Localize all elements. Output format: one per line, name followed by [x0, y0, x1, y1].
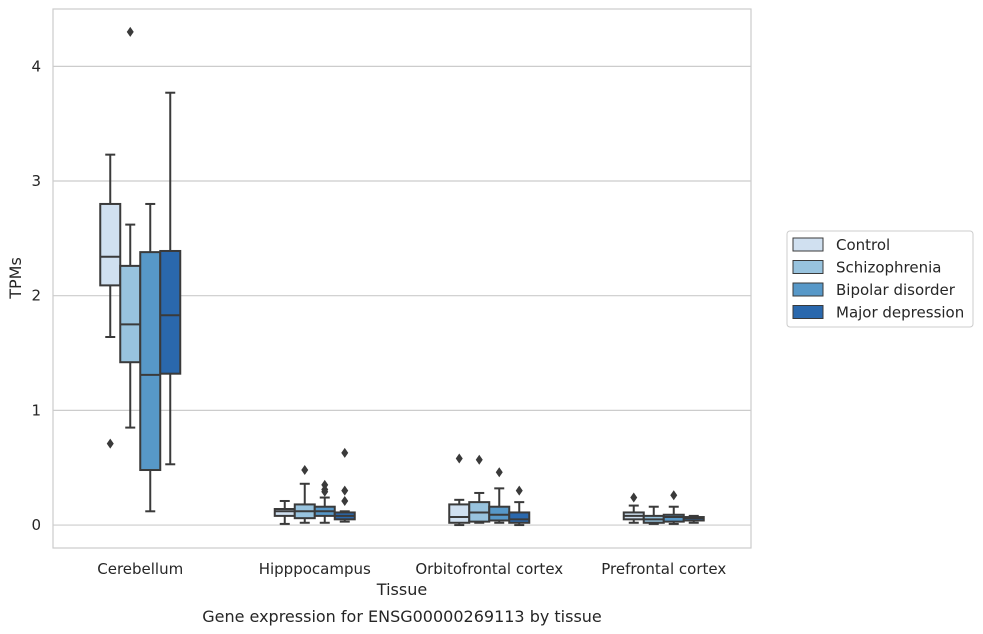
y-tick-label: 3 [31, 172, 41, 190]
outlier-point [455, 453, 463, 464]
plot-area-frame [52, 8, 752, 549]
box-iqr [139, 251, 162, 472]
outlier-point [475, 454, 483, 465]
box-group [622, 492, 645, 524]
x-tick-label: Hipppocampus [259, 560, 371, 578]
outlier-point [321, 479, 329, 490]
outlier-point [126, 26, 134, 37]
outlier-point [515, 485, 523, 496]
box-group [99, 153, 122, 449]
legend-label: Major depression [836, 304, 964, 322]
box-group [488, 467, 511, 524]
box-group [682, 514, 705, 524]
x-axis-ticks: Cerebellum Hipppocampus Orbitofrontal cort… [97, 560, 726, 578]
outlier-point [301, 465, 309, 476]
legend: Control Schizophrenia Bipolar disorder Majo… [786, 230, 974, 328]
legend-label: Control [836, 236, 890, 254]
chart-caption: Gene expression for ENSG00000269113 by t… [202, 607, 602, 626]
outlier-point [495, 467, 503, 478]
box-group [642, 505, 665, 525]
box-iqr [119, 264, 142, 364]
box-iqr [488, 505, 511, 522]
legend-frame [786, 230, 974, 328]
outlier-point [106, 438, 114, 449]
x-tick-label: Orbitofrontal cortex [415, 560, 563, 578]
outlier-point [630, 492, 638, 503]
legend-label: Schizophrenia [836, 259, 941, 277]
box-group [313, 479, 336, 524]
box-group [662, 490, 685, 525]
box-group [448, 453, 471, 527]
legend-swatch [792, 237, 824, 252]
box-iqr [448, 503, 471, 524]
box-group [293, 465, 316, 524]
x-tick-label: Prefrontal cortex [601, 560, 726, 578]
y-tick-label: 0 [31, 516, 41, 534]
legend-swatch [792, 282, 824, 297]
box-iqr [508, 511, 531, 524]
y-tick-label: 4 [31, 57, 41, 75]
boxes-layer [99, 26, 705, 527]
legend-swatch [792, 260, 824, 274]
box-iqr [662, 513, 685, 523]
legend-swatch [792, 305, 824, 319]
box-iqr [273, 508, 296, 517]
box-group [508, 485, 531, 527]
x-tick-label: Cerebellum [97, 560, 183, 578]
y-tick-label: 2 [31, 287, 41, 305]
box-iqr [99, 202, 122, 287]
outlier-point [670, 490, 678, 501]
y-axis-ticks: 0 1 2 3 4 [31, 57, 41, 534]
legend-label: Bipolar disorder [836, 281, 956, 299]
box-group [468, 454, 491, 524]
box-group [119, 26, 142, 429]
box-group [139, 202, 162, 513]
box-group [333, 447, 356, 523]
y-axis-label: TPMs [6, 257, 25, 300]
x-axis-label: Tissue [376, 580, 427, 599]
box-group [273, 499, 296, 525]
y-tick-label: 1 [31, 401, 41, 419]
outlier-point [341, 447, 349, 458]
outlier-point [341, 485, 349, 496]
outlier-point [341, 495, 349, 506]
box-group [159, 91, 182, 466]
box-iqr [159, 249, 182, 375]
